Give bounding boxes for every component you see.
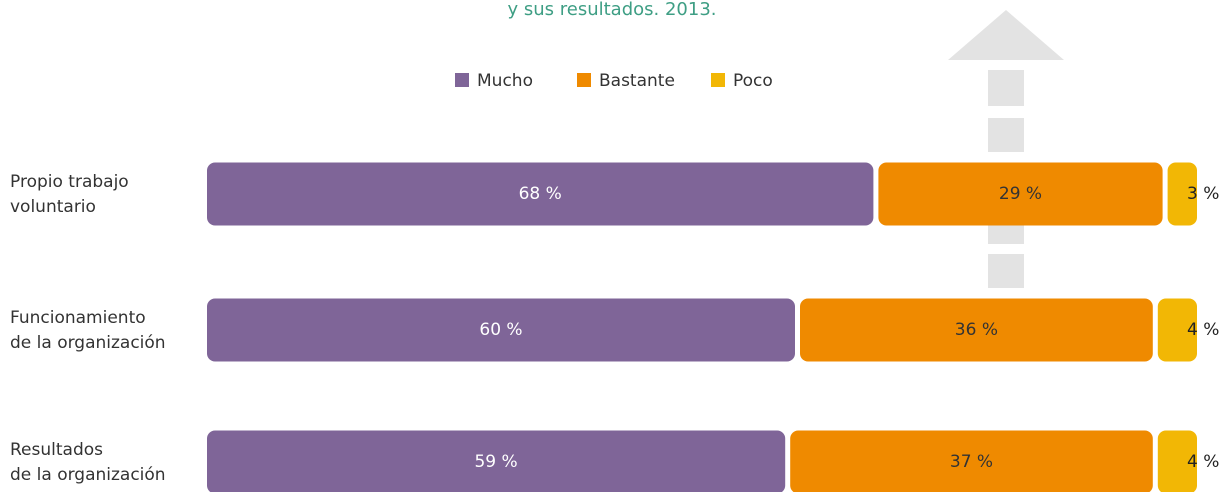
legend-label: Bastante — [599, 71, 675, 91]
bar-segment — [1167, 162, 1197, 226]
legend-swatch — [455, 73, 469, 87]
value-label: 36 % — [955, 320, 998, 340]
value-label: 29 % — [999, 184, 1042, 204]
chart-title: y sus resultados. 2013. — [507, 0, 716, 20]
category-label: de la organización — [10, 333, 166, 353]
bar-segment — [207, 298, 795, 362]
arrow-decoration — [948, 10, 1064, 288]
value-label: 37 % — [950, 452, 993, 472]
value-label: 68 % — [519, 184, 562, 204]
bar-segment — [207, 430, 786, 492]
legend-label: Poco — [733, 71, 773, 91]
bar-segment — [800, 298, 1153, 362]
category-label: voluntario — [10, 197, 96, 217]
category-label: Resultados — [10, 440, 103, 460]
legend-swatch — [577, 73, 591, 87]
value-label: 60 % — [479, 320, 522, 340]
legend-swatch — [711, 73, 725, 87]
bar-segment — [1157, 298, 1197, 362]
bar-segment — [790, 430, 1153, 492]
bar-segment — [207, 162, 874, 226]
bar-segment — [878, 162, 1163, 226]
value-label: 4 % — [1187, 452, 1219, 472]
legend-label: Mucho — [477, 71, 533, 91]
category-label: Propio trabajo — [10, 172, 129, 192]
category-label: Funcionamiento — [10, 308, 146, 328]
category-label: de la organización — [10, 465, 166, 485]
value-label: 3 % — [1187, 184, 1219, 204]
value-label: 4 % — [1187, 320, 1219, 340]
value-label: 59 % — [474, 452, 517, 472]
bar-segment — [1157, 430, 1197, 492]
